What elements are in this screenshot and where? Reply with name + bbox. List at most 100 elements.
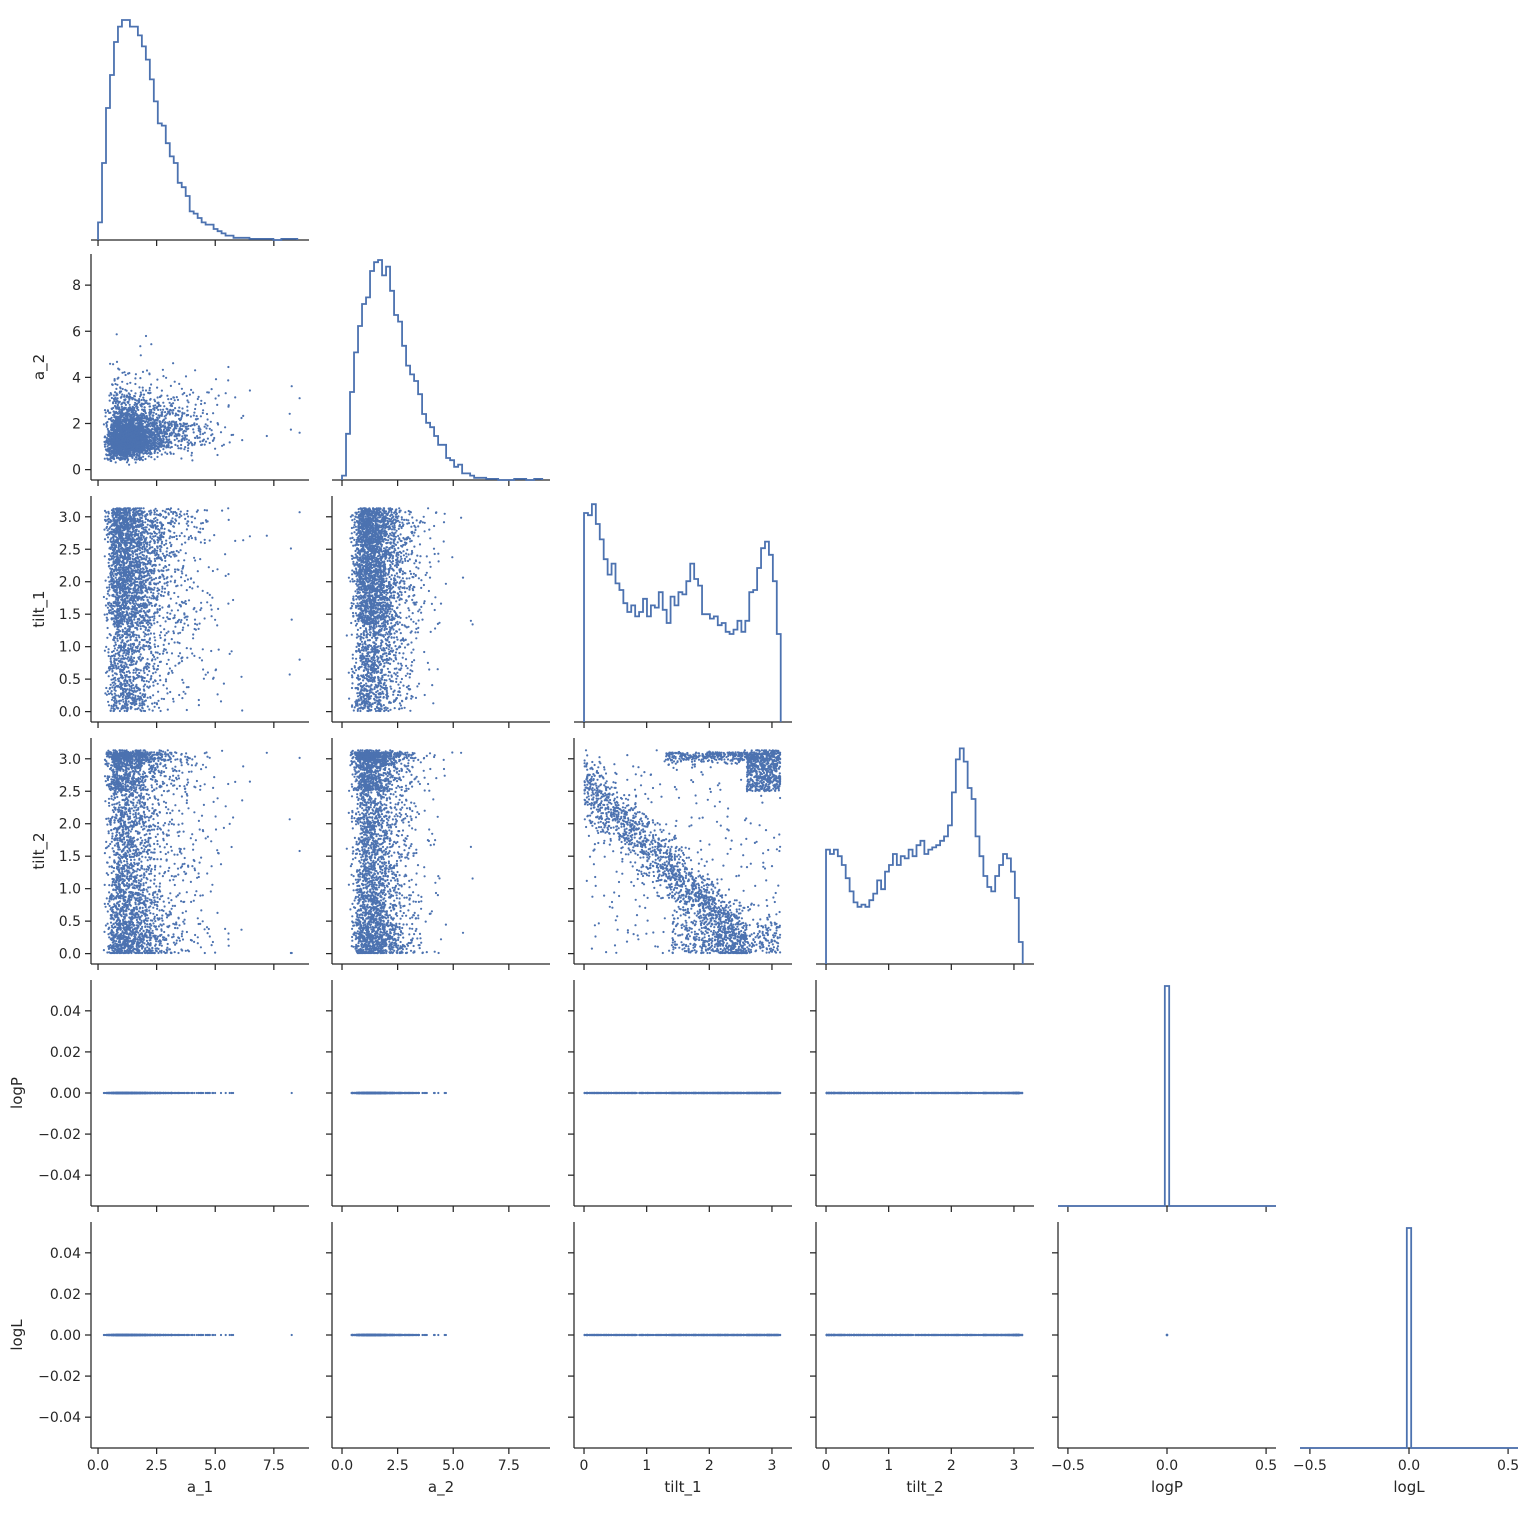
scatter-point [149,405,151,407]
scatter-point [111,690,113,692]
scatter-point [173,700,175,702]
scatter-point [139,430,141,432]
scatter-point [191,587,193,589]
scatter-point [149,403,151,405]
scatter-point [145,612,147,614]
scatter-point [127,397,129,399]
scatter-point [107,536,109,538]
scatter-point [168,672,170,674]
scatter-point [175,512,177,514]
scatter-point [115,461,117,463]
scatter-point [110,709,112,711]
scatter-point [115,394,117,396]
scatter-point [126,383,128,385]
scatter-point [181,388,183,390]
scatter-point [164,451,166,453]
scatter-point [159,661,161,663]
scatter-point [127,446,129,448]
scatter-point [107,607,109,609]
scatter-point [181,415,183,417]
scatter-point [202,412,204,414]
scatter-point [146,680,148,682]
scatter-point [220,431,222,433]
scatter-point [161,426,163,428]
scatter-point [176,396,178,398]
scatter-point [186,399,188,401]
scatter-point [213,437,215,439]
scatter-point [144,417,146,419]
scatter-point [108,562,110,564]
scatter-point [130,390,132,392]
scatter-point [108,443,110,445]
scatter-point [133,687,135,689]
scatter-point [149,387,151,389]
scatter-point [142,389,144,391]
scatter-point [193,412,195,414]
scatter-point [187,450,189,452]
scatter-point [214,619,216,621]
scatter-point [188,599,190,601]
scatter-point [164,588,166,590]
scatter-point [167,411,169,413]
scatter-point [117,397,119,399]
scatter-point [119,425,121,427]
scatter-point [143,649,145,651]
scatter-a_2-vs-a_1 [103,333,301,466]
scatter-point [142,707,144,709]
scatter-point [234,396,236,398]
scatter-point [141,425,143,427]
scatter-point [131,419,133,421]
scatter-point [165,417,167,419]
scatter-point [134,377,136,379]
scatter-point [184,434,186,436]
scatter-point [168,421,170,423]
scatter-point [155,517,157,519]
scatter-point [145,389,147,391]
scatter-point [227,366,229,368]
scatter-point [130,421,132,423]
scatter-point [152,685,154,687]
scatter-point [107,701,109,703]
scatter-point [143,555,145,557]
scatter-point [184,580,186,582]
scatter-point [119,415,121,417]
scatter-point [123,371,125,373]
scatter-point [183,412,185,414]
scatter-point [176,550,178,552]
scatter-point [240,676,242,678]
scatter-point [111,699,113,701]
scatter-point [147,646,149,648]
scatter-point [153,633,155,635]
histogram-a_1 [98,20,297,240]
scatter-point [175,515,177,517]
y-tick-label: 8 [72,278,81,294]
scatter-point [153,513,155,515]
scatter-point [149,451,151,453]
scatter-point [118,401,120,403]
scatter-point [240,417,242,419]
scatter-point [204,539,206,541]
scatter-point [133,603,135,605]
scatter-point [110,460,112,462]
scatter-point [163,644,165,646]
scatter-point [228,404,230,406]
scatter-point [150,675,152,677]
scatter-point [142,427,144,429]
scatter-point [163,648,165,650]
scatter-point [210,650,212,652]
scatter-point [107,515,109,517]
scatter-point [143,568,145,570]
y-tick-label: 1.0 [59,640,81,656]
scatter-point [144,434,146,436]
scatter-point [157,409,159,411]
scatter-point [123,453,125,455]
scatter-point [132,424,134,426]
scatter-point [227,507,229,509]
scatter-point [156,425,158,427]
scatter-point [190,425,192,427]
scatter-point [132,407,134,409]
scatter-point [166,569,168,571]
scatter-point [137,406,139,408]
scatter-point [142,456,144,458]
scatter-point [156,608,158,610]
